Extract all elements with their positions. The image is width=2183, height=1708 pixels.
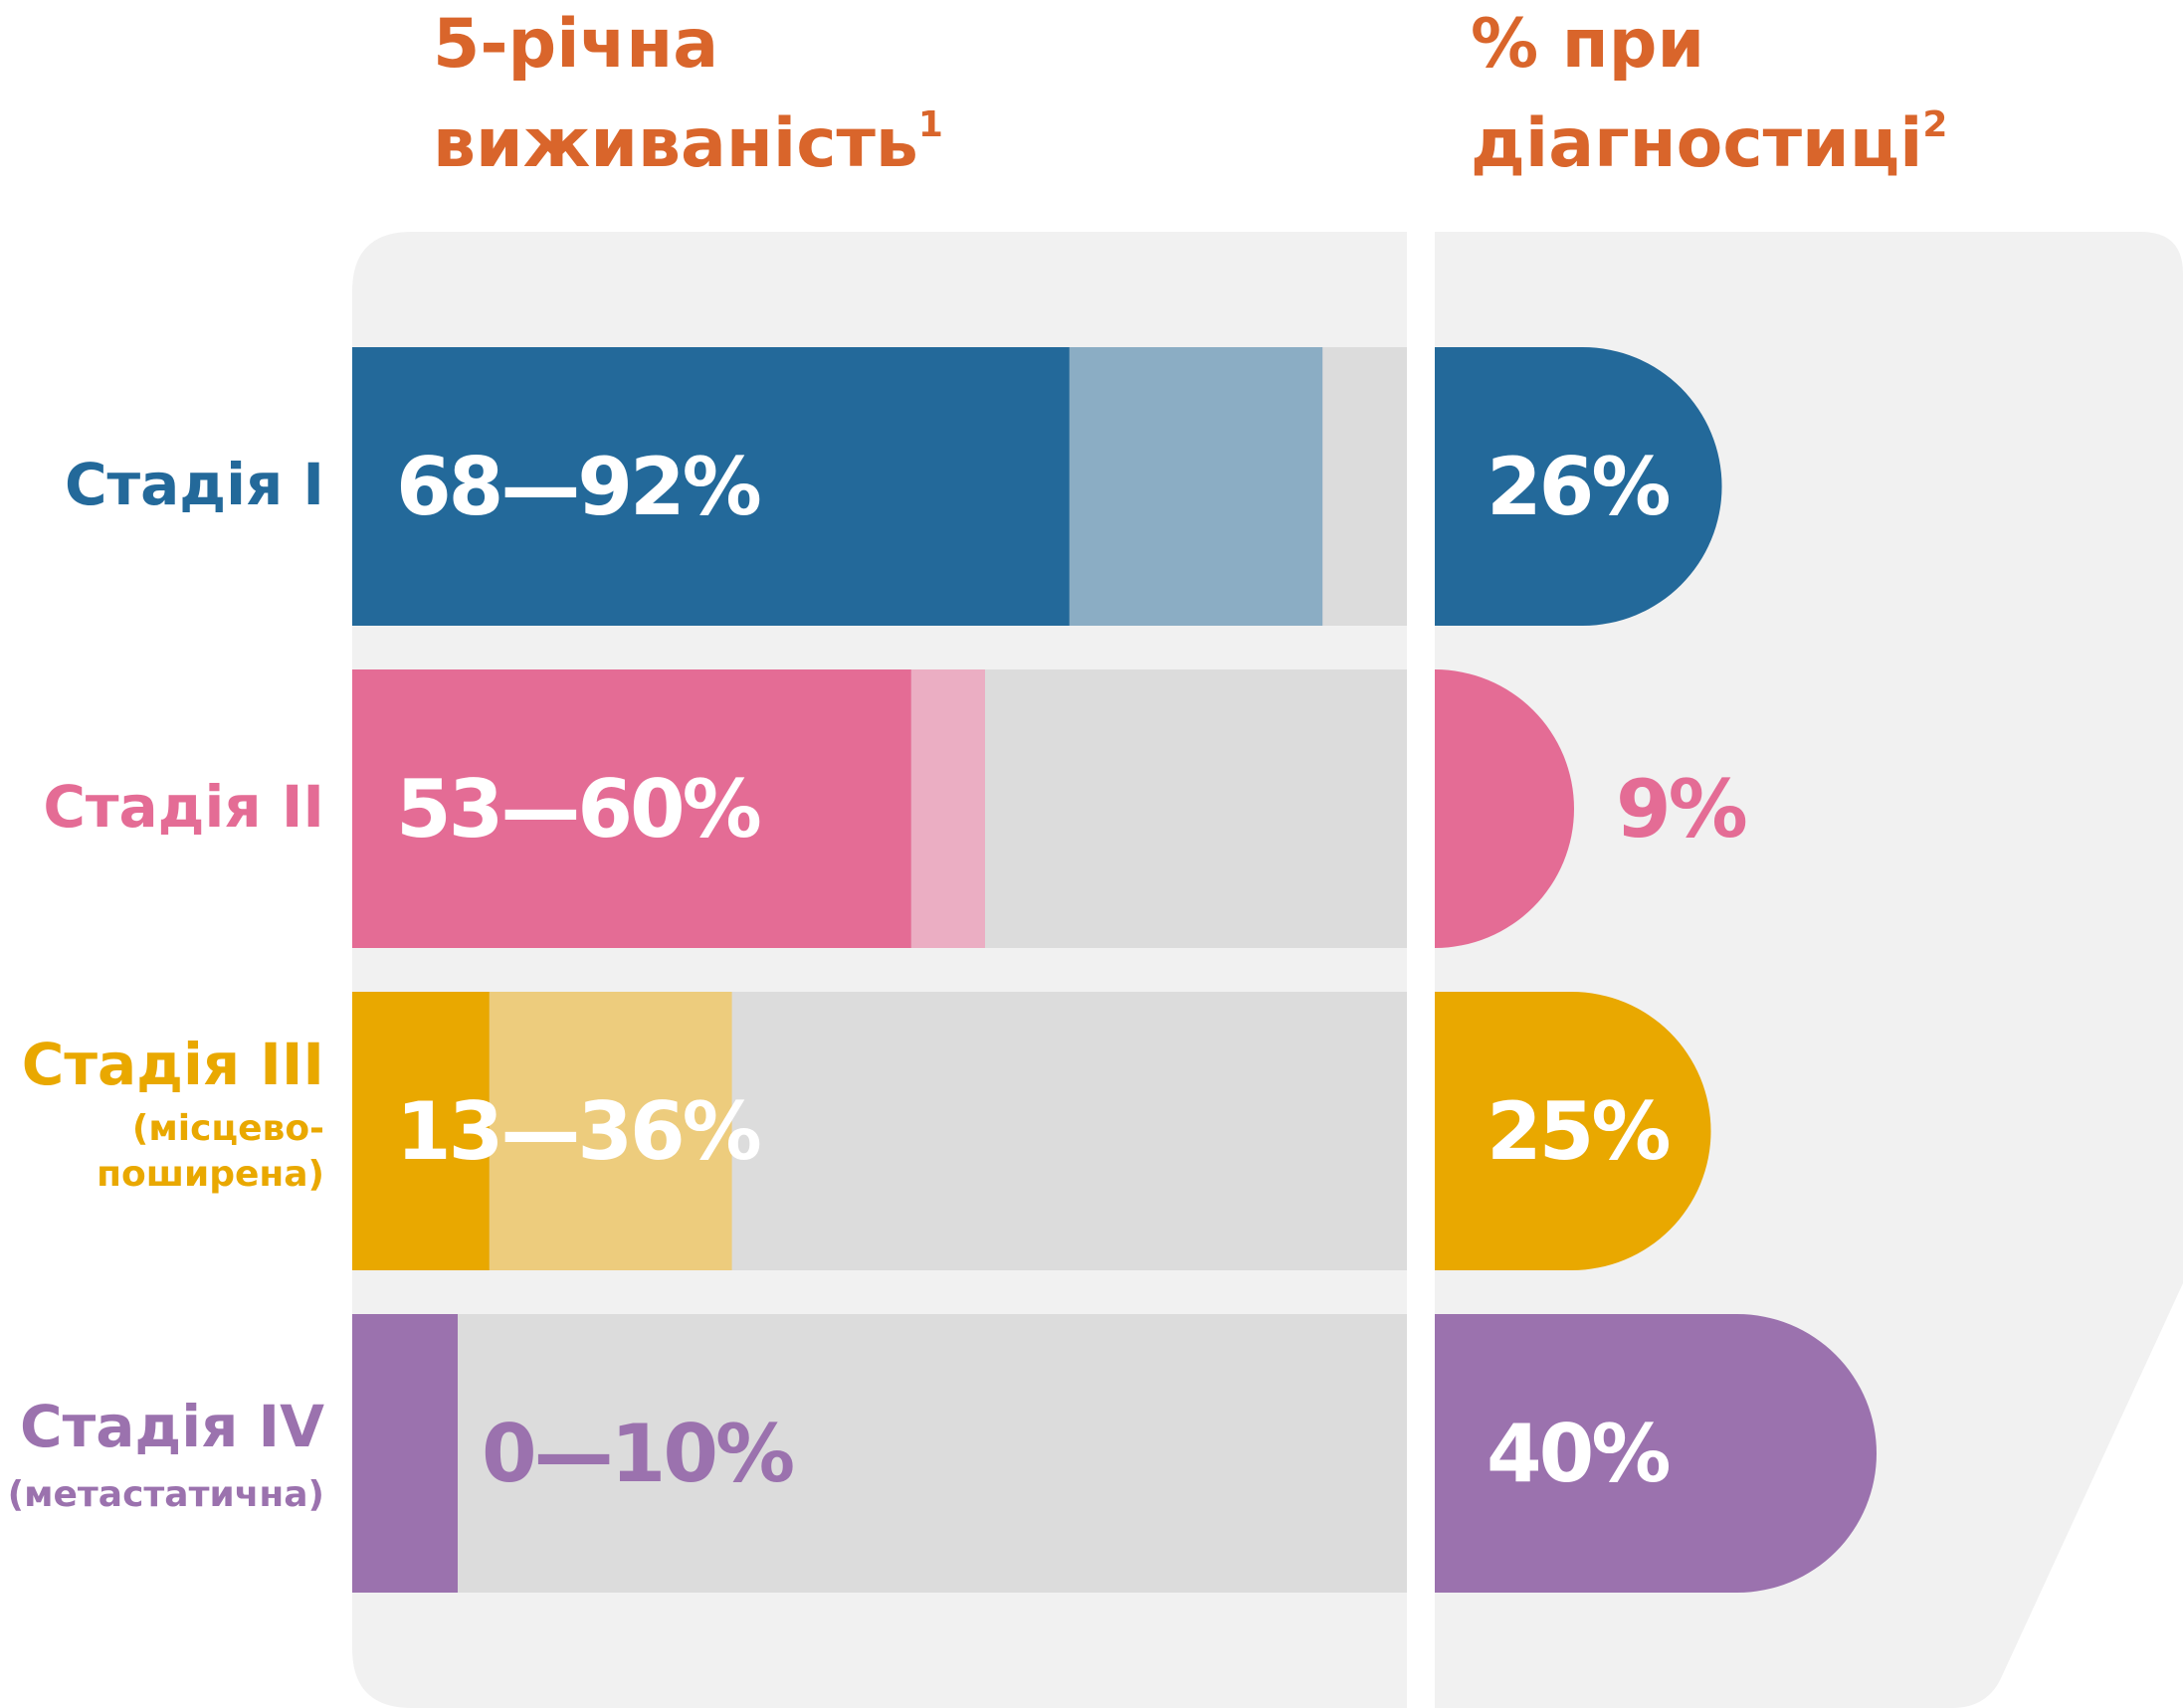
stage-label-4: Стадія IV (метастатична) [8, 1393, 324, 1518]
survival-range-bar-1 [1069, 347, 1323, 626]
survival-label-3: 13—36% [396, 1085, 760, 1178]
survival-range-bar-3 [489, 992, 732, 1270]
stage-3-name: Стадія III [21, 1031, 324, 1098]
stage-4-name: Стадія IV [20, 1393, 324, 1460]
diagnosis-label-1: 26% [1487, 441, 1669, 533]
stage-3-sub2: поширена) [97, 1154, 324, 1195]
diagnosis-bar-4 [1435, 1314, 1877, 1593]
diagnosis-bar-1 [1435, 347, 1722, 626]
diagnosis-header-line1: % при [1471, 5, 1705, 84]
diagnosis-bar-2 [1435, 669, 1574, 948]
survival-range-bar-2 [910, 669, 985, 948]
survival-low-bar-1 [352, 347, 1070, 626]
diagnosis-label-2: 9% [1616, 763, 1746, 855]
survival-label-1: 68—92% [396, 441, 760, 533]
diagnosis-label-3: 25% [1487, 1085, 1669, 1178]
stage-1-name: Стадія I [64, 451, 324, 518]
survival-header-line1: 5-річна [433, 5, 719, 84]
stage-label-3: Стадія III (місцево- поширена) [22, 1031, 324, 1198]
survival-label-4: 0—10% [482, 1408, 793, 1500]
stage-4-sub1: (метастатична) [7, 1474, 324, 1515]
stage-label-1: Стадія I [65, 451, 324, 518]
survival-low-bar-4 [352, 1314, 458, 1593]
survival-header-line2: виживаність [433, 104, 918, 183]
survival-footnote: 1 [917, 104, 943, 145]
diagnosis-header: % при діагностиці2 [1471, 0, 1947, 194]
stage-label-2: Стадія II [43, 773, 324, 841]
stage-2-name: Стадія II [43, 773, 324, 841]
diagnosis-label-4: 40% [1487, 1408, 1669, 1500]
diagnosis-footnote: 2 [1922, 104, 1948, 145]
survival-header: 5-річна виживаність1 [433, 0, 943, 194]
survival-track-4 [352, 1314, 1407, 1593]
survival-low-bar-3 [352, 992, 490, 1270]
diagnosis-header-line2: діагностиці [1471, 104, 1923, 183]
stage-3-sub1: (місцево- [131, 1108, 324, 1149]
survival-low-bar-2 [352, 669, 911, 948]
diagnosis-bar-3 [1435, 992, 1711, 1270]
survival-label-2: 53—60% [396, 763, 760, 855]
